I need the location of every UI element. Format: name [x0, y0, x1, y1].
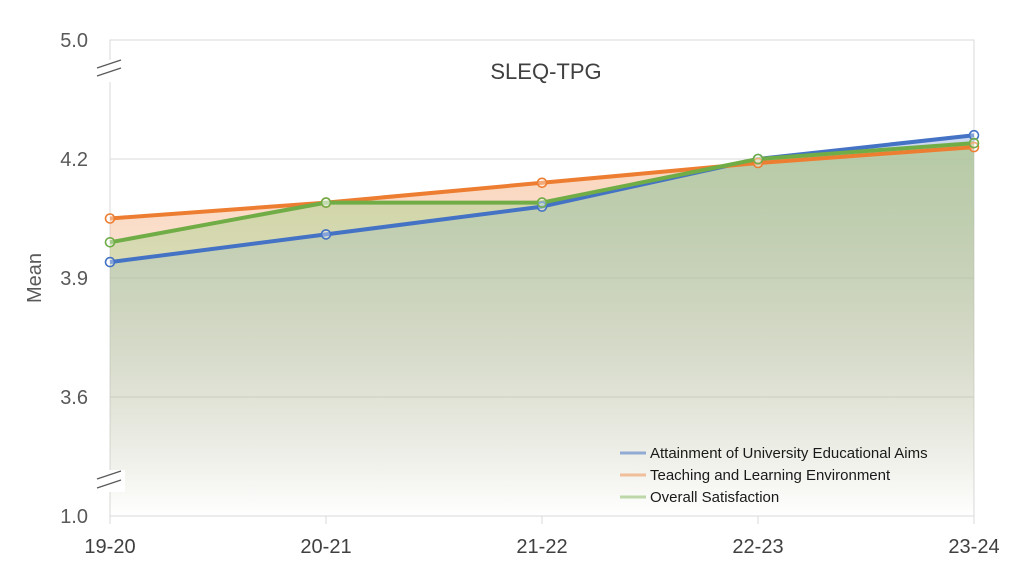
x-tick-label: 22-23 — [732, 536, 783, 558]
data-point-marker — [968, 137, 980, 149]
data-point-marker — [752, 153, 764, 165]
axis-break-line — [96, 59, 122, 69]
data-point-marker — [536, 177, 548, 189]
x-axis-ticks: 19-20 20-21 21-22 22-23 23-24 — [84, 516, 1000, 558]
data-point-marker — [320, 229, 332, 240]
y-tick-label: 4.2 — [60, 149, 88, 171]
x-tick-label: 21-22 — [516, 536, 567, 558]
y-axis-ticks: 5.0 4.2 3.9 3.6 1.0 — [60, 30, 88, 528]
y-tick-label: 5.0 — [60, 30, 88, 52]
axis-break-gap-top — [95, 60, 125, 82]
legend-label: Overall Satisfaction — [650, 489, 779, 506]
series-markers — [104, 129, 980, 268]
data-point-marker — [104, 256, 116, 268]
y-tick-label: 3.6 — [60, 387, 88, 409]
data-point-marker — [968, 129, 980, 141]
data-point-marker — [536, 197, 548, 208]
y-tick-label: 3.9 — [60, 268, 88, 290]
data-point-marker — [104, 213, 116, 224]
axis-break-line — [96, 470, 122, 480]
y-tick-label: 1.0 — [60, 506, 88, 528]
series-line — [109, 145, 975, 221]
legend: Attainment of University Educational Aim… — [620, 445, 928, 506]
chart-title: SLEQ-TPG — [490, 59, 601, 84]
axis-break-marks — [95, 59, 125, 492]
legend-label: Attainment of University Educational Aim… — [650, 445, 928, 462]
legend-label: Teaching and Learning Environment — [650, 467, 891, 484]
axis-break-line — [96, 67, 122, 77]
data-point-marker — [104, 237, 116, 248]
axis-break-line — [96, 479, 122, 489]
axis-break-gap-bottom — [95, 470, 125, 492]
y-axis-label: Mean — [24, 253, 46, 303]
x-tick-label: 19-20 — [84, 536, 135, 558]
x-tick-label: 23-24 — [948, 536, 999, 558]
data-point-marker — [320, 197, 332, 208]
x-tick-label: 20-21 — [300, 536, 351, 558]
